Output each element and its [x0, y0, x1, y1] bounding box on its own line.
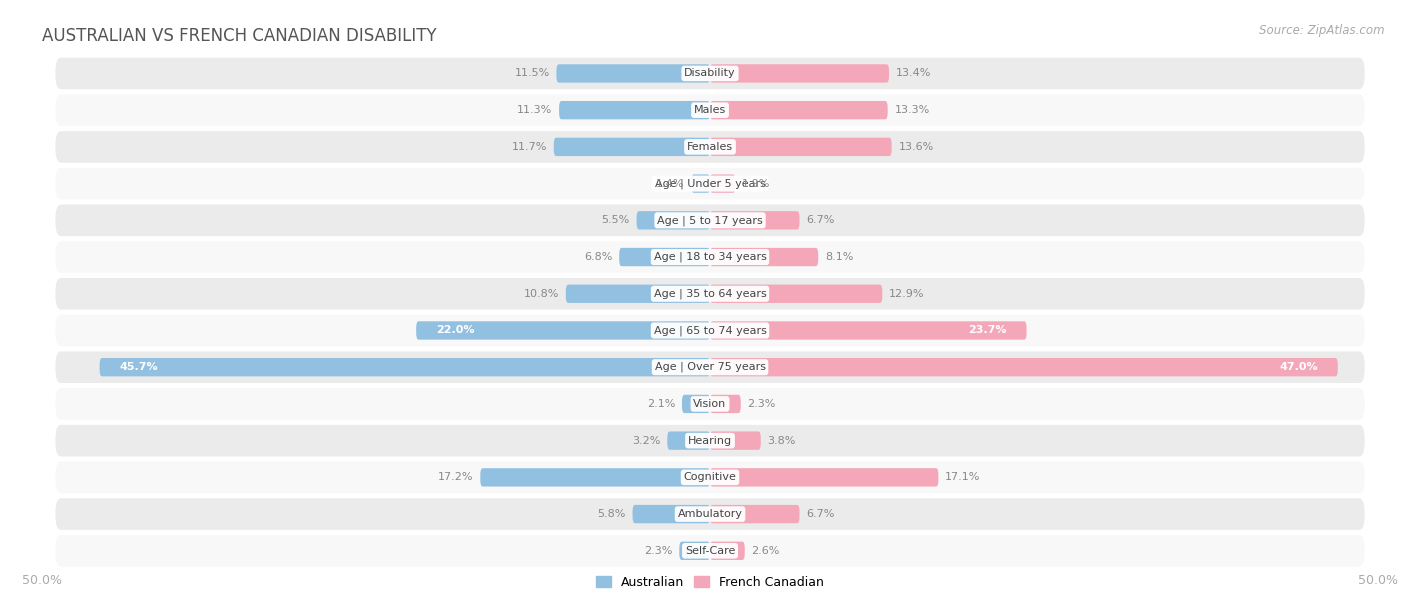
- FancyBboxPatch shape: [55, 241, 1365, 273]
- Text: Vision: Vision: [693, 399, 727, 409]
- Text: 10.8%: 10.8%: [523, 289, 560, 299]
- FancyBboxPatch shape: [55, 168, 1365, 200]
- FancyBboxPatch shape: [710, 321, 1026, 340]
- FancyBboxPatch shape: [668, 431, 710, 450]
- FancyBboxPatch shape: [682, 395, 710, 413]
- Text: Age | 35 to 64 years: Age | 35 to 64 years: [654, 288, 766, 299]
- FancyBboxPatch shape: [710, 542, 745, 560]
- Text: Females: Females: [688, 142, 733, 152]
- Text: Age | 5 to 17 years: Age | 5 to 17 years: [657, 215, 763, 226]
- Text: 17.2%: 17.2%: [439, 472, 474, 482]
- Text: 2.6%: 2.6%: [751, 546, 780, 556]
- FancyBboxPatch shape: [557, 64, 710, 83]
- FancyBboxPatch shape: [633, 505, 710, 523]
- FancyBboxPatch shape: [55, 388, 1365, 420]
- Text: 6.8%: 6.8%: [583, 252, 613, 262]
- FancyBboxPatch shape: [55, 351, 1365, 383]
- FancyBboxPatch shape: [710, 174, 735, 193]
- Text: Self-Care: Self-Care: [685, 546, 735, 556]
- FancyBboxPatch shape: [100, 358, 710, 376]
- Text: Hearing: Hearing: [688, 436, 733, 446]
- Text: 13.3%: 13.3%: [894, 105, 929, 115]
- Text: 11.3%: 11.3%: [517, 105, 553, 115]
- FancyBboxPatch shape: [565, 285, 710, 303]
- FancyBboxPatch shape: [55, 425, 1365, 457]
- Text: Cognitive: Cognitive: [683, 472, 737, 482]
- Text: 23.7%: 23.7%: [969, 326, 1007, 335]
- FancyBboxPatch shape: [554, 138, 710, 156]
- FancyBboxPatch shape: [710, 505, 800, 523]
- FancyBboxPatch shape: [55, 535, 1365, 567]
- FancyBboxPatch shape: [481, 468, 710, 487]
- Text: 3.2%: 3.2%: [633, 436, 661, 446]
- FancyBboxPatch shape: [710, 64, 889, 83]
- FancyBboxPatch shape: [710, 358, 1339, 376]
- FancyBboxPatch shape: [416, 321, 710, 340]
- Text: 5.8%: 5.8%: [598, 509, 626, 519]
- Text: Age | Under 5 years: Age | Under 5 years: [655, 178, 765, 189]
- Text: 6.7%: 6.7%: [806, 215, 835, 225]
- FancyBboxPatch shape: [710, 468, 938, 487]
- FancyBboxPatch shape: [692, 174, 710, 193]
- Text: Ambulatory: Ambulatory: [678, 509, 742, 519]
- FancyBboxPatch shape: [55, 58, 1365, 89]
- Text: Source: ZipAtlas.com: Source: ZipAtlas.com: [1260, 24, 1385, 37]
- Text: 17.1%: 17.1%: [945, 472, 980, 482]
- Text: 13.4%: 13.4%: [896, 69, 931, 78]
- FancyBboxPatch shape: [619, 248, 710, 266]
- Text: 22.0%: 22.0%: [436, 326, 475, 335]
- FancyBboxPatch shape: [55, 131, 1365, 163]
- FancyBboxPatch shape: [55, 204, 1365, 236]
- FancyBboxPatch shape: [710, 285, 883, 303]
- Text: 1.4%: 1.4%: [657, 179, 685, 188]
- Text: 11.5%: 11.5%: [515, 69, 550, 78]
- Text: 47.0%: 47.0%: [1279, 362, 1317, 372]
- FancyBboxPatch shape: [55, 461, 1365, 493]
- FancyBboxPatch shape: [55, 94, 1365, 126]
- FancyBboxPatch shape: [637, 211, 710, 230]
- Text: 2.3%: 2.3%: [644, 546, 672, 556]
- Text: 8.1%: 8.1%: [825, 252, 853, 262]
- FancyBboxPatch shape: [710, 211, 800, 230]
- FancyBboxPatch shape: [710, 138, 891, 156]
- FancyBboxPatch shape: [55, 498, 1365, 530]
- FancyBboxPatch shape: [710, 248, 818, 266]
- Text: Age | Over 75 years: Age | Over 75 years: [655, 362, 765, 373]
- Text: 13.6%: 13.6%: [898, 142, 934, 152]
- Text: 2.1%: 2.1%: [647, 399, 675, 409]
- FancyBboxPatch shape: [679, 542, 710, 560]
- Text: 6.7%: 6.7%: [806, 509, 835, 519]
- FancyBboxPatch shape: [710, 101, 887, 119]
- Text: 11.7%: 11.7%: [512, 142, 547, 152]
- FancyBboxPatch shape: [710, 395, 741, 413]
- FancyBboxPatch shape: [560, 101, 710, 119]
- Text: AUSTRALIAN VS FRENCH CANADIAN DISABILITY: AUSTRALIAN VS FRENCH CANADIAN DISABILITY: [42, 27, 437, 45]
- Text: 5.5%: 5.5%: [602, 215, 630, 225]
- FancyBboxPatch shape: [55, 315, 1365, 346]
- Text: 1.9%: 1.9%: [742, 179, 770, 188]
- Text: Males: Males: [695, 105, 725, 115]
- Text: 2.3%: 2.3%: [748, 399, 776, 409]
- FancyBboxPatch shape: [710, 431, 761, 450]
- Text: 12.9%: 12.9%: [889, 289, 925, 299]
- Text: Age | 65 to 74 years: Age | 65 to 74 years: [654, 325, 766, 336]
- Text: Disability: Disability: [685, 69, 735, 78]
- FancyBboxPatch shape: [55, 278, 1365, 310]
- Text: 3.8%: 3.8%: [768, 436, 796, 446]
- Text: 45.7%: 45.7%: [120, 362, 159, 372]
- Legend: Australian, French Canadian: Australian, French Canadian: [591, 571, 830, 594]
- Text: Age | 18 to 34 years: Age | 18 to 34 years: [654, 252, 766, 263]
